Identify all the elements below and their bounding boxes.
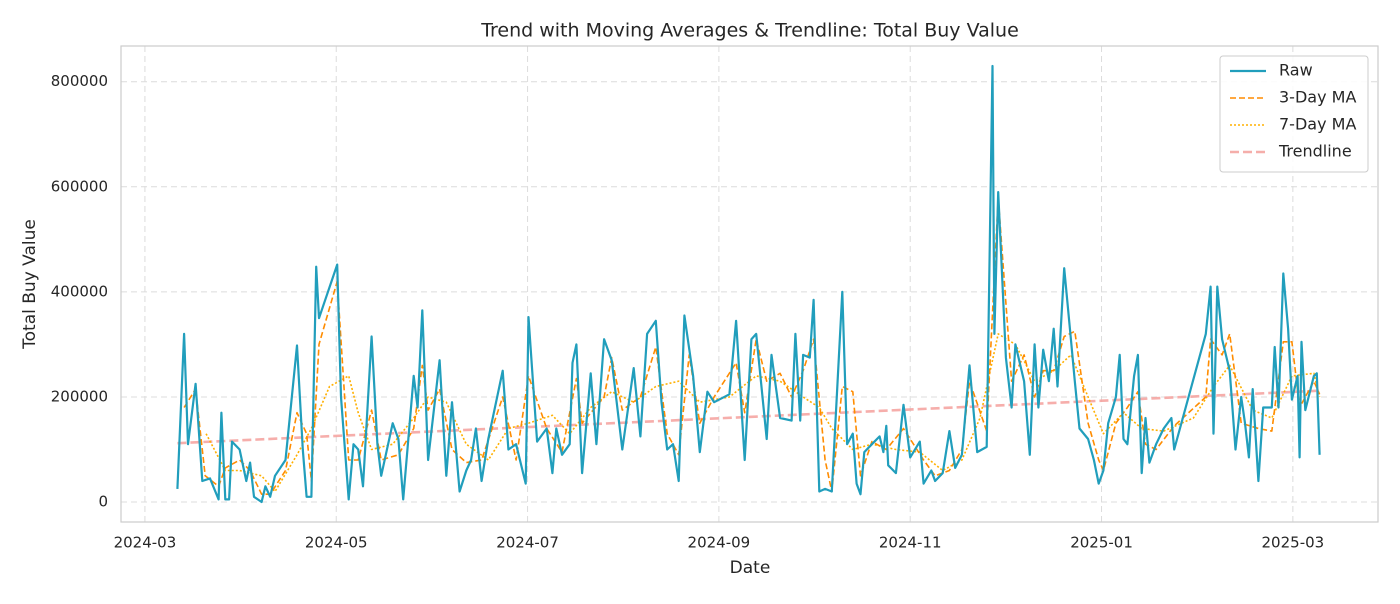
plot-frame [120, 45, 1379, 523]
legend-box [1219, 55, 1369, 173]
legend-label: 7-Day MA [1279, 115, 1356, 134]
x-tick-label: 2024-09 [688, 534, 751, 552]
legend: Raw 3-Day MA 7-Day MA Trendline [1219, 55, 1369, 173]
data-line [205, 333, 1321, 493]
x-tick-label: 2024-03 [114, 534, 177, 552]
x-tick-label: 2024-07 [496, 534, 559, 552]
x-tick-label: 2024-05 [305, 534, 368, 552]
y-tick-label: 600000 [51, 177, 108, 195]
x-axis-label: Date [730, 558, 771, 578]
y-tick-label: 0 [98, 493, 108, 511]
legend-label: Trendline [1278, 142, 1352, 161]
data-line [183, 196, 1321, 495]
y-tick-label: 800000 [51, 72, 108, 90]
data-line [176, 64, 1321, 504]
x-tick-label: 2025-03 [1262, 534, 1325, 552]
y-tick-label: 200000 [51, 387, 108, 405]
chart-title: Trend with Moving Averages & Trendline: … [480, 20, 1019, 42]
x-tick-label: 2024-11 [879, 534, 942, 552]
legend-label: 3-Day MA [1279, 88, 1356, 107]
legend-label: Raw [1279, 61, 1313, 80]
y-axis-label: Total Buy Value [20, 219, 40, 350]
y-tick-label: 400000 [51, 282, 108, 300]
x-tick-label: 2025-01 [1070, 534, 1133, 552]
data-line [177, 389, 1320, 445]
